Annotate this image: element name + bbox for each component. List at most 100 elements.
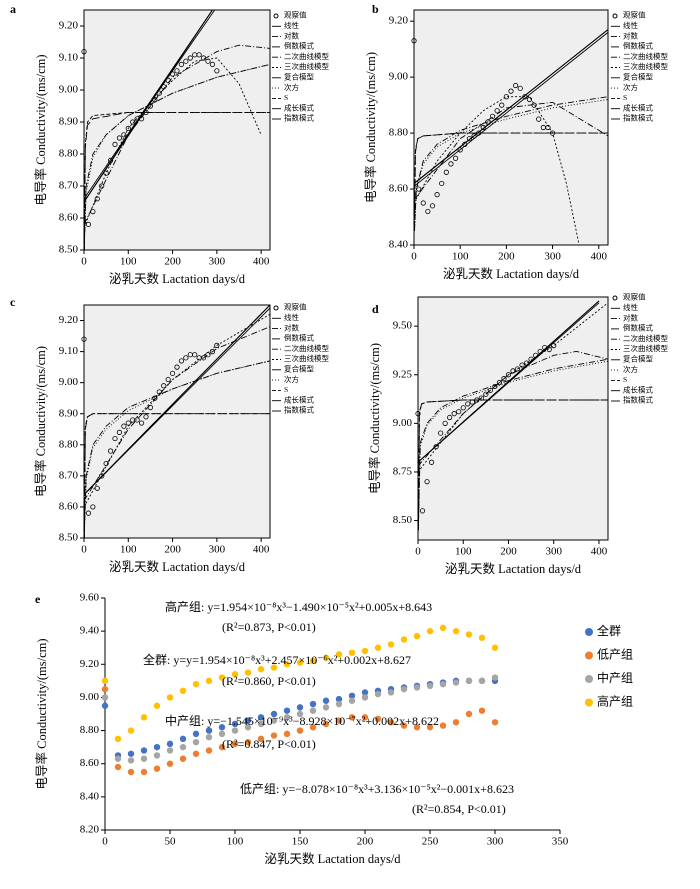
annotation: 低产组: y=−8.078×10⁻⁸x³+3.136×10⁻⁵x²−0.001x… xyxy=(240,782,514,796)
annotation: 全群: y=y=1.954×10⁻⁸x³+2.457×10⁻⁶x²+0.002x… xyxy=(143,652,411,667)
legend-symbol xyxy=(585,628,593,636)
data-point xyxy=(452,155,459,161)
fit-line xyxy=(84,305,270,495)
data-point xyxy=(491,674,499,681)
data-point xyxy=(192,730,200,738)
data-point xyxy=(434,192,440,198)
legend-label: 三次曲线模型 xyxy=(284,61,329,71)
y-tick-label: 9.00 xyxy=(389,71,409,83)
data-point xyxy=(361,689,369,696)
plot-area xyxy=(83,9,271,251)
x-tick-label: 200 xyxy=(164,544,181,556)
legend-label: 中产组 xyxy=(597,670,633,685)
annotation: 中产组: y=−1.545×10⁻⁹x³−8.928×10⁻⁷x²+0.002x… xyxy=(165,713,439,728)
plot-area xyxy=(83,304,271,539)
data-point xyxy=(415,411,421,417)
legend-symbol xyxy=(585,698,593,707)
y-tick-label: 9.25 xyxy=(393,368,413,380)
plot-area xyxy=(413,9,609,246)
data-point xyxy=(81,48,87,55)
y-tick-label: 9.20 xyxy=(59,20,79,32)
data-point xyxy=(231,740,239,748)
data-point xyxy=(283,661,291,668)
legend-label: 二次曲线模型 xyxy=(284,51,329,61)
data-point xyxy=(335,695,343,703)
data-point xyxy=(127,727,135,734)
data-point xyxy=(517,85,523,91)
data-point xyxy=(140,755,148,762)
data-point xyxy=(134,417,140,423)
data-point xyxy=(283,707,291,714)
data-point xyxy=(496,379,503,386)
panel-label: b xyxy=(372,2,379,16)
x-tick-label: 400 xyxy=(253,256,270,268)
annotation: (R²=0.873, P<0.01) xyxy=(222,620,316,634)
data-point xyxy=(244,669,252,676)
data-point xyxy=(101,685,109,693)
legend-label: 对数 xyxy=(623,312,638,322)
y-tick-label: 8.60 xyxy=(80,757,100,769)
data-point xyxy=(209,61,216,68)
legend-symbol xyxy=(585,675,593,683)
data-point xyxy=(244,717,252,724)
legend-label: 全群 xyxy=(597,623,621,638)
legend-label: 成长模式 xyxy=(284,394,314,404)
legend-symbol xyxy=(273,305,279,311)
data-point xyxy=(192,750,200,757)
data-point xyxy=(400,722,408,729)
data-point xyxy=(309,724,317,731)
legend-label: 对数 xyxy=(284,30,299,40)
data-point xyxy=(492,383,498,390)
plot-area xyxy=(417,296,609,541)
data-point xyxy=(187,55,193,61)
x-tick-label: 0 xyxy=(415,546,421,558)
data-point xyxy=(85,510,92,516)
data-point xyxy=(140,747,148,754)
x-tick-label: 100 xyxy=(227,836,244,848)
legend-label: 次方 xyxy=(284,374,299,384)
x-tick-label: 50 xyxy=(165,836,177,848)
data-point xyxy=(81,336,87,342)
y-tick-label: 8.50 xyxy=(393,514,413,526)
data-point xyxy=(130,119,136,125)
data-point xyxy=(114,735,122,743)
data-point xyxy=(428,459,435,465)
fit-line xyxy=(84,360,270,532)
legend-label: 二次曲线模型 xyxy=(623,51,668,61)
data-point xyxy=(169,370,176,376)
y-tick-label: 8.60 xyxy=(59,212,79,224)
data-point xyxy=(153,765,161,772)
legend-label: 观察值 xyxy=(623,292,646,302)
legend-label: 高产组 xyxy=(597,693,633,708)
data-point xyxy=(335,700,343,708)
data-point xyxy=(374,644,382,651)
data-point xyxy=(508,88,514,94)
data-point xyxy=(452,719,460,726)
data-point xyxy=(244,724,252,731)
data-point xyxy=(140,714,148,721)
data-point xyxy=(174,364,180,370)
legend-symbol xyxy=(612,295,618,301)
x-tick-label: 300 xyxy=(545,546,562,558)
data-point xyxy=(322,654,330,661)
data-point xyxy=(387,719,395,726)
data-point xyxy=(125,420,131,426)
data-point xyxy=(309,657,317,665)
data-point xyxy=(465,401,471,407)
y-tick-label: 9.10 xyxy=(59,52,79,64)
data-point xyxy=(114,755,122,762)
x-tick-label: 100 xyxy=(120,544,137,556)
data-point xyxy=(153,702,161,709)
legend-label: 线性 xyxy=(623,20,638,30)
legend-symbol xyxy=(273,13,279,19)
data-point xyxy=(127,757,135,764)
data-point xyxy=(112,141,118,147)
y-axis-label: 电导率 Conductivity/(ms/cm) xyxy=(33,54,48,205)
data-point xyxy=(127,768,135,776)
data-point xyxy=(478,634,486,641)
x-tick-label: 200 xyxy=(498,251,515,263)
data-point xyxy=(214,342,220,348)
fit-line xyxy=(414,96,580,245)
legend-label: S xyxy=(623,375,627,384)
